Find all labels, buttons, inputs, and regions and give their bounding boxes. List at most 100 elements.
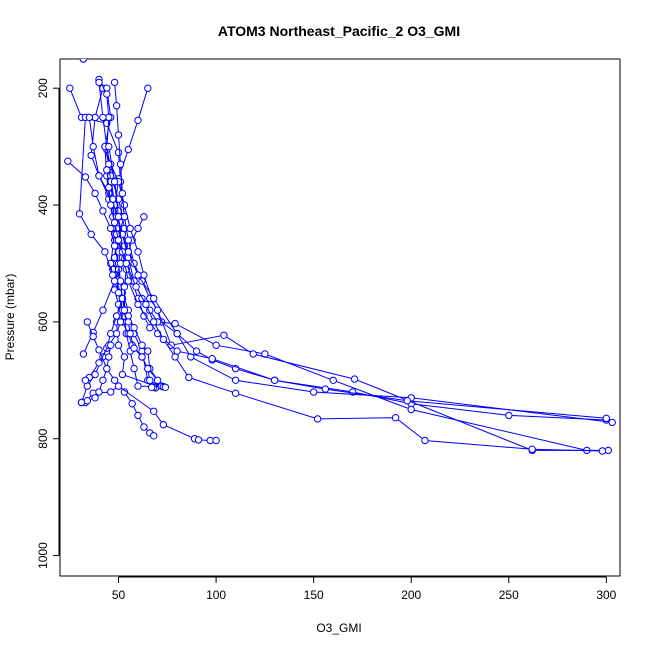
data-point bbox=[89, 332, 97, 341]
data-point bbox=[150, 432, 158, 440]
x-tick-label: 150 bbox=[304, 588, 324, 602]
data-point bbox=[112, 312, 121, 320]
data-point bbox=[144, 364, 152, 373]
series-layer bbox=[64, 59, 616, 455]
series-15 bbox=[105, 142, 610, 422]
data-point bbox=[103, 90, 111, 98]
data-point bbox=[114, 148, 123, 157]
y-tick-label: 400 bbox=[36, 195, 50, 215]
data-point bbox=[110, 376, 119, 384]
data-point bbox=[118, 189, 127, 198]
data-point bbox=[95, 359, 103, 367]
data-point bbox=[602, 414, 610, 422]
data-point bbox=[91, 189, 99, 198]
data-point bbox=[99, 113, 107, 122]
data-point bbox=[107, 201, 115, 209]
data-point bbox=[64, 157, 72, 165]
data-point bbox=[403, 397, 411, 405]
data-point bbox=[110, 78, 119, 87]
y-tick-label: 200 bbox=[36, 78, 50, 98]
data-point bbox=[95, 346, 103, 354]
data-point bbox=[150, 318, 158, 326]
series-line bbox=[88, 117, 151, 328]
data-point bbox=[161, 383, 170, 391]
data-point bbox=[95, 78, 103, 87]
data-point bbox=[124, 145, 133, 154]
data-point bbox=[112, 102, 121, 110]
data-point bbox=[144, 347, 152, 355]
data-point bbox=[144, 84, 152, 92]
data-point bbox=[122, 259, 131, 268]
data-point bbox=[140, 423, 148, 431]
data-point bbox=[505, 411, 513, 420]
data-point bbox=[313, 415, 322, 423]
data-point bbox=[120, 306, 129, 314]
data-point bbox=[185, 373, 193, 382]
data-point bbox=[83, 397, 92, 405]
data-point bbox=[142, 300, 150, 309]
data-point bbox=[107, 341, 115, 349]
data-point bbox=[134, 224, 142, 233]
data-point bbox=[598, 447, 607, 455]
data-point bbox=[130, 364, 138, 373]
series-20 bbox=[77, 341, 115, 407]
data-point bbox=[81, 173, 90, 181]
x-tick-label: 100 bbox=[206, 588, 226, 602]
x-axis-label: O3_GMI bbox=[316, 621, 361, 635]
y-tick-label: 1000 bbox=[36, 542, 50, 569]
plot-frame bbox=[59, 58, 621, 577]
data-point bbox=[120, 283, 129, 291]
series-11 bbox=[107, 160, 610, 424]
data-point bbox=[329, 376, 337, 384]
x-tick-label: 300 bbox=[596, 588, 616, 602]
data-point bbox=[124, 236, 133, 244]
data-point bbox=[321, 385, 330, 393]
data-point bbox=[87, 151, 95, 160]
data-point bbox=[231, 376, 240, 384]
data-point bbox=[81, 376, 90, 384]
data-point bbox=[101, 248, 109, 256]
data-point bbox=[114, 131, 123, 139]
series-6 bbox=[75, 113, 170, 391]
data-point bbox=[91, 394, 99, 402]
data-point bbox=[107, 224, 115, 233]
data-point bbox=[171, 319, 179, 328]
data-point bbox=[608, 418, 616, 427]
data-point bbox=[87, 230, 95, 239]
series-line bbox=[86, 321, 154, 437]
data-point bbox=[173, 329, 181, 338]
data-point bbox=[114, 341, 123, 349]
data-point bbox=[134, 382, 142, 390]
data-point bbox=[208, 355, 216, 363]
data-point bbox=[120, 353, 129, 361]
data-point bbox=[75, 210, 84, 218]
data-point bbox=[114, 382, 123, 390]
data-point bbox=[79, 350, 88, 358]
data-point bbox=[148, 383, 156, 391]
x-tick-label: 50 bbox=[112, 588, 126, 602]
data-point bbox=[103, 166, 111, 174]
data-point bbox=[66, 84, 74, 92]
data-point bbox=[134, 248, 142, 256]
data-point bbox=[150, 294, 158, 303]
data-point bbox=[126, 224, 134, 233]
data-point bbox=[126, 329, 134, 338]
data-point bbox=[153, 306, 162, 314]
data-point bbox=[194, 436, 203, 444]
data-point bbox=[110, 277, 119, 285]
data-point bbox=[110, 242, 119, 250]
x-axis: 50 100 150 200 250 300 bbox=[112, 576, 617, 602]
data-point bbox=[146, 376, 154, 384]
data-point bbox=[350, 375, 359, 383]
series-16 bbox=[103, 166, 607, 455]
series-19 bbox=[81, 382, 220, 445]
chart-title: ATOM3 Northeast_Pacific_2 O3_GMI bbox=[218, 23, 460, 39]
data-point bbox=[99, 207, 107, 215]
data-point bbox=[270, 376, 279, 384]
data-point bbox=[105, 142, 113, 151]
data-point bbox=[159, 421, 168, 429]
data-point bbox=[79, 59, 88, 63]
x-tick-label: 250 bbox=[499, 588, 519, 602]
data-point bbox=[153, 376, 162, 384]
data-point bbox=[421, 436, 429, 445]
